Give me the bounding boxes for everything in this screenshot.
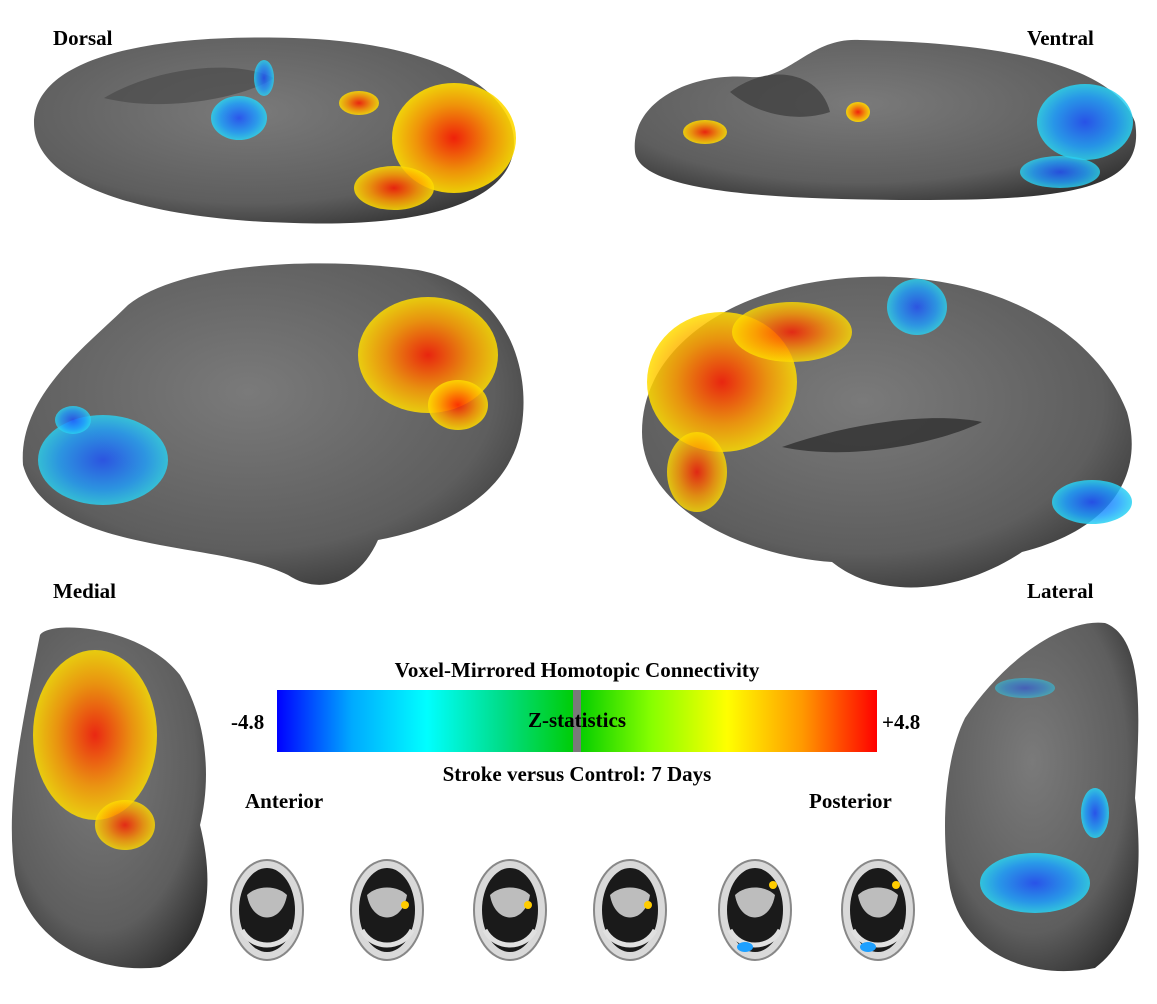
colorbar: Z-statistics	[277, 690, 877, 752]
lateral-brain-surface	[642, 276, 1132, 588]
medial-brain-surface	[22, 263, 524, 585]
axial-slice	[230, 859, 304, 961]
axial-slice	[593, 859, 667, 961]
colorbar-subtitle: Stroke versus Control: 7 Days	[442, 762, 712, 786]
lateral-label: Lateral	[1027, 579, 1094, 603]
colorbar-min-label: -4.8	[231, 710, 265, 734]
posterior-label: Posterior	[809, 789, 892, 813]
axial-slice	[350, 859, 424, 961]
colorbar-title: Voxel-Mirrored Homotopic Connectivity	[394, 658, 760, 682]
anterior-brain-surface	[11, 627, 208, 969]
colorbar-max-label: +4.8	[882, 710, 921, 734]
axial-slice	[841, 859, 915, 961]
axial-slice	[718, 859, 792, 961]
anterior-label: Anterior	[245, 789, 324, 813]
ventral-label: Ventral	[1027, 26, 1094, 50]
dorsal-brain-surface	[34, 37, 516, 224]
axial-slice	[473, 859, 547, 961]
colorbar-center-marker	[573, 690, 581, 752]
ventral-brain-surface	[634, 39, 1137, 201]
dorsal-label: Dorsal	[53, 26, 113, 50]
colorbar-center-label: Z-statistics	[528, 708, 626, 732]
medial-label: Medial	[53, 579, 116, 603]
posterior-brain-surface	[945, 622, 1139, 972]
